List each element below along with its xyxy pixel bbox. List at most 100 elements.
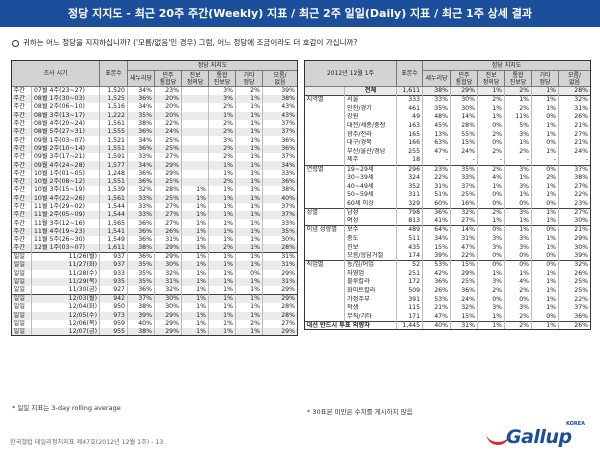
row-sample: 813 [396, 217, 424, 226]
row-tonghap-jinbo: 3% [504, 182, 533, 192]
row-other: 1% [531, 217, 560, 226]
row-tonghap-jinbo: 1% [504, 217, 533, 226]
row-none: 40% [262, 194, 299, 203]
row-minju: 16% [450, 199, 479, 209]
row-segment: 대선 반드시 투표 의향자 [304, 320, 398, 331]
row-none: 26% [558, 320, 592, 331]
row-minju: 29% [154, 169, 182, 178]
row-minju: 32% [450, 304, 479, 313]
table-row: 일일 11/30(금) 927 36% 32% 1% 1% 1% 29% [11, 286, 299, 295]
table-row: 블루칼라 172 36% 25% 3% 4% 1% 25% [304, 277, 592, 287]
row-other: 1% [235, 219, 263, 228]
row-group [304, 112, 345, 122]
row-minju: 24% [450, 147, 479, 157]
row-minju: 30% [450, 104, 479, 113]
row-other: 1% [531, 191, 560, 200]
row-tonghap-jinbo: 1% [504, 225, 533, 235]
row-minju: 33% [450, 173, 479, 183]
table-row: 일일 12/06(목) 959 40% 29% 1% 1% 2% 27% [11, 319, 299, 329]
row-other: 1% [235, 194, 263, 203]
table-row: 이념 성향별 보수 489 64% 14% 0% 1% 0% 21% [304, 225, 592, 235]
row-minju: 14% [450, 225, 479, 235]
row-segment: 보수 [344, 225, 398, 235]
row-other: 1% [235, 252, 263, 262]
row-other: 1% [235, 161, 263, 170]
row-sample: 461 [396, 104, 424, 113]
row-type: 주간 [11, 194, 32, 203]
row-sample: 435 [396, 243, 424, 252]
table-row: 일일 11/29(목) 935 35% 31% 1% 1% 1% 31% [11, 277, 299, 287]
row-period: 11월 4주(19~23) [31, 227, 100, 237]
row-other: 0% [531, 251, 560, 261]
row-sample: 255 [396, 147, 424, 157]
row-saenuri: 37% [127, 294, 155, 304]
row-other: 2% [235, 319, 263, 329]
row-minju: 55% [450, 130, 479, 139]
row-group [304, 312, 345, 322]
survey-question-text: 귀하는 어느 정당을 지지하십니까? ('모름/없음'인 경우) 그럼, 어느 … [23, 38, 358, 47]
row-tonghap-jinbo: 3% [504, 304, 533, 313]
row-other: 1% [531, 243, 560, 252]
row-group [304, 295, 345, 304]
row-sample: 166 [396, 138, 424, 148]
table-row: 일일 12/07(금) 955 38% 29% 1% 1% 1% 29% [11, 328, 299, 337]
row-other: 0% [235, 269, 263, 278]
row-tonghap-jinbo: 1% [208, 328, 236, 337]
col-party-5: 모름/없음 [261, 70, 299, 87]
row-minju: 36% [450, 286, 479, 296]
row-other: 1% [531, 121, 560, 131]
col-party-4: 기타 정당 [235, 70, 263, 87]
row-jinbo-jeongui: 1% [181, 277, 209, 287]
row-group [304, 199, 345, 209]
row-tonghap-jinbo: 1% [208, 277, 236, 287]
row-sample: 296 [396, 164, 424, 174]
row-minju: 29% [154, 161, 182, 170]
row-minju: 20% [154, 103, 182, 112]
row-type: 일일 [11, 311, 32, 320]
col-party-5: 모름/없음 [558, 70, 592, 87]
row-minju: 35% [450, 164, 479, 174]
row-none: 37% [262, 211, 299, 220]
row-other: 1% [235, 95, 263, 104]
row-none: 23% [558, 199, 592, 209]
row-sample: 1,611 [396, 86, 424, 96]
row-other: 1% [531, 95, 560, 105]
row-type: 주간 [11, 169, 32, 178]
row-none: 26% [558, 112, 592, 122]
row-tonghap-jinbo: 1% [208, 169, 236, 178]
row-jinbo-jeongui: 0% [477, 199, 506, 209]
row-segment: 인천/경기 [344, 104, 398, 113]
row-none: 27% [558, 130, 592, 139]
table-row: 주간 10월 3주(15~19) 1,539 32% 28% 1% 1% 1% 38% [11, 186, 299, 195]
row-saenuri: 35% [127, 261, 155, 270]
row-saenuri: 34% [422, 234, 452, 244]
row-period: 10월 2주(08~12) [31, 177, 100, 187]
row-jinbo-jeongui: 3% [477, 243, 506, 252]
row-sample: 1,539 [99, 186, 128, 195]
row-saenuri: 32% [127, 186, 155, 195]
row-other: 2% [235, 86, 263, 95]
row-none: 31% [262, 277, 299, 287]
row-tonghap-jinbo: 1% [208, 161, 236, 170]
row-type: 주간 [11, 95, 32, 104]
page-title: 정당 지지도 - 최근 20주 주간(Weekly) 지표 / 최근 2주 일일… [0, 0, 600, 27]
row-sample: 1,577 [99, 161, 128, 170]
row-segment: 농/임/어업 [344, 260, 398, 270]
row-sample: 352 [396, 182, 424, 192]
row-tonghap-jinbo: 1% [504, 269, 533, 278]
row-saenuri: 36% [127, 227, 155, 237]
row-period: 12/03(월) [31, 294, 100, 304]
row-tonghap-jinbo: 0% [504, 295, 533, 304]
row-minju: 31% [450, 320, 479, 331]
table-row: 대선 반드시 투표 의향자 1,445 40% 31% 1% 2% 1% 26% [304, 320, 592, 331]
row-saenuri: 34% [127, 136, 155, 145]
row-none: 30% [558, 217, 592, 226]
row-other: 2% [531, 173, 560, 183]
table-row: 가정주부 391 53% 24% 0% 0% 1% 22% [304, 295, 592, 304]
row-segment: 40~49세 [344, 182, 398, 192]
row-minju: 32% [154, 269, 182, 278]
row-minju: 32% [450, 207, 479, 218]
row-minju: 25% [450, 191, 479, 200]
row-minju: 26% [154, 227, 182, 237]
row-jinbo-jeongui [181, 177, 209, 187]
